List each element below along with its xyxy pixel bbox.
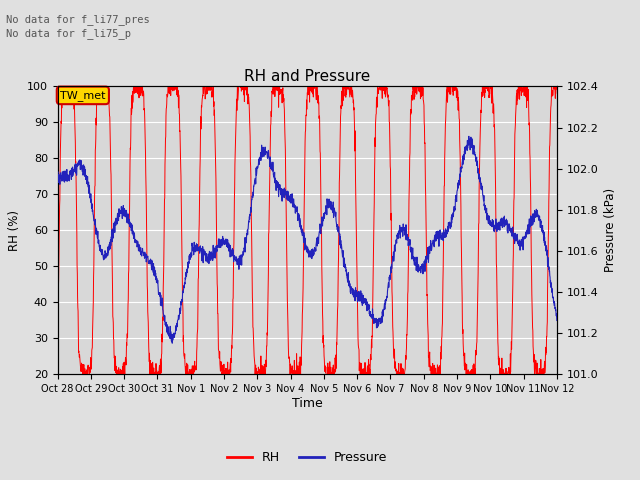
Legend: RH, Pressure: RH, Pressure xyxy=(222,446,392,469)
Title: RH and Pressure: RH and Pressure xyxy=(244,69,371,84)
Y-axis label: Pressure (kPa): Pressure (kPa) xyxy=(604,188,617,273)
Y-axis label: RH (%): RH (%) xyxy=(8,210,21,251)
Text: TW_met: TW_met xyxy=(60,90,106,101)
X-axis label: Time: Time xyxy=(292,397,323,410)
Text: No data for f_li75_p: No data for f_li75_p xyxy=(6,28,131,39)
Text: No data for f_li77_pres: No data for f_li77_pres xyxy=(6,13,150,24)
